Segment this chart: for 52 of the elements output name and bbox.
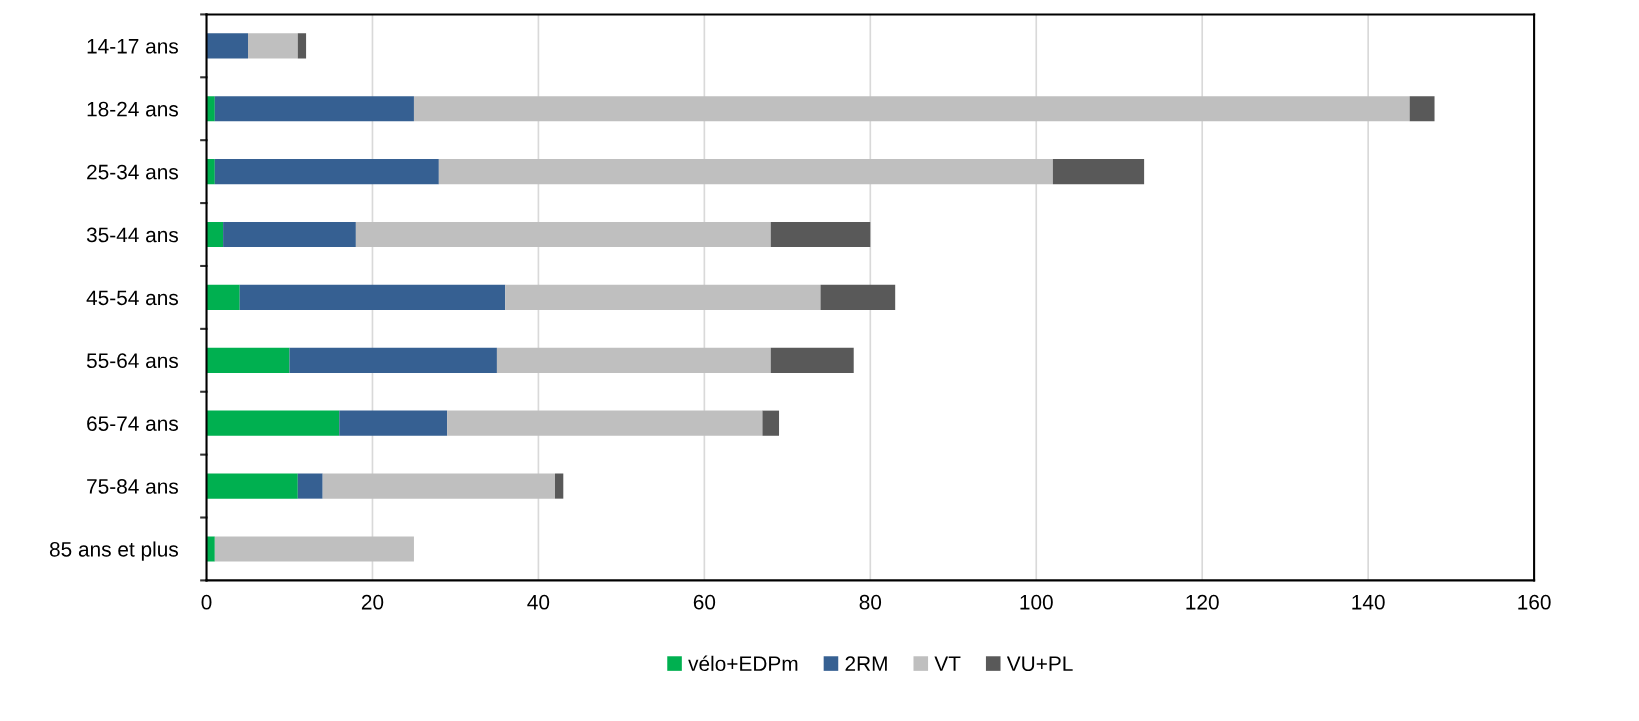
bar bbox=[447, 410, 763, 436]
y-tick-label: 14-17 ans bbox=[87, 39, 178, 54]
y-tick-label: 45-54 ans bbox=[86, 290, 178, 306]
bar bbox=[1052, 159, 1145, 185]
bar bbox=[206, 284, 240, 310]
bar bbox=[496, 347, 771, 373]
x-tick-label: 0 bbox=[201, 594, 212, 610]
bar bbox=[206, 33, 248, 59]
legend-label: VT bbox=[934, 656, 961, 671]
x-tick-label: 140 bbox=[1352, 594, 1385, 610]
bar bbox=[248, 33, 298, 59]
bar bbox=[413, 96, 1410, 122]
bar bbox=[355, 221, 771, 248]
bar bbox=[770, 221, 871, 248]
legend-label: VU+PL bbox=[1006, 656, 1073, 672]
y-tick-label: 65-74 ans bbox=[87, 416, 178, 431]
legend-label: vélo+EDPm bbox=[688, 655, 798, 672]
bar bbox=[289, 347, 497, 373]
bar bbox=[206, 410, 340, 436]
bar bbox=[762, 410, 780, 436]
bar bbox=[239, 284, 506, 310]
x-tick-label: 160 bbox=[1518, 594, 1551, 610]
x-tick-label: 40 bbox=[527, 594, 550, 610]
bar bbox=[214, 159, 439, 185]
y-tick-label: 55-64 ans bbox=[86, 353, 178, 369]
y-tick-label: 25-34 ans bbox=[87, 164, 178, 180]
bar bbox=[339, 410, 448, 436]
bar bbox=[438, 159, 1053, 185]
bar bbox=[214, 96, 414, 122]
bar bbox=[206, 347, 290, 373]
x-tick-label: 120 bbox=[1186, 594, 1219, 610]
bar bbox=[1409, 96, 1435, 122]
y-tick-label: 18-24 ans bbox=[87, 101, 178, 117]
y-tick-label: 85 ans et plus bbox=[49, 541, 178, 561]
x-tick-label: 60 bbox=[693, 594, 716, 610]
x-tick-label: 20 bbox=[361, 594, 384, 610]
bar bbox=[206, 473, 298, 499]
bar bbox=[214, 536, 414, 562]
bar bbox=[297, 33, 307, 59]
bar bbox=[505, 284, 821, 310]
bar bbox=[820, 284, 896, 310]
x-tick-label: 80 bbox=[859, 594, 882, 610]
bar bbox=[206, 221, 224, 248]
bar bbox=[322, 473, 556, 499]
y-tick-label: 75-84 ans bbox=[87, 479, 178, 494]
bar bbox=[555, 473, 564, 499]
bar bbox=[297, 473, 323, 499]
x-tick-label: 100 bbox=[1020, 594, 1053, 610]
legend-label: 2RM bbox=[845, 656, 887, 671]
bar bbox=[770, 347, 854, 373]
y-tick-label: 35-44 ans bbox=[86, 227, 178, 243]
bar bbox=[223, 221, 356, 248]
